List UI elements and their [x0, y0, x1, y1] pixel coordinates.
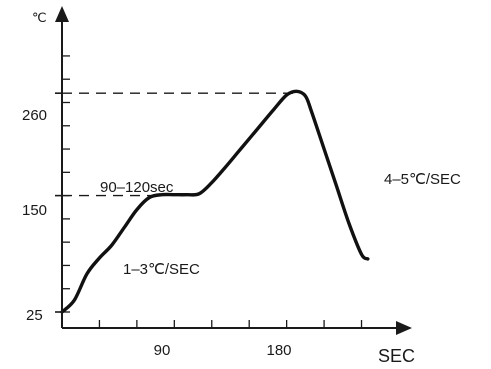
annotation-heating-rate: 1–3℃/SEC — [123, 261, 200, 278]
x-tick-label-180: 180 — [266, 342, 291, 359]
x-axis-title: SEC — [378, 346, 415, 366]
y-unit-label: ℃ — [32, 10, 47, 25]
y-tick-label-260: 260 — [22, 107, 47, 124]
plot-layer — [55, 55, 370, 328]
axes — [55, 6, 412, 335]
y-tick-label-150: 150 — [22, 202, 47, 219]
y-tick-label-25: 25 — [26, 307, 43, 324]
y-axis-arrow-icon — [55, 6, 69, 22]
temperature-profile-line — [60, 89, 370, 314]
x-tick-label-90: 90 — [154, 342, 171, 359]
x-axis-arrow-icon — [396, 321, 412, 335]
annotation-cooling-rate: 4–5℃/SEC — [384, 171, 461, 188]
annotation-preheat-time: 90–120sec — [100, 179, 174, 196]
